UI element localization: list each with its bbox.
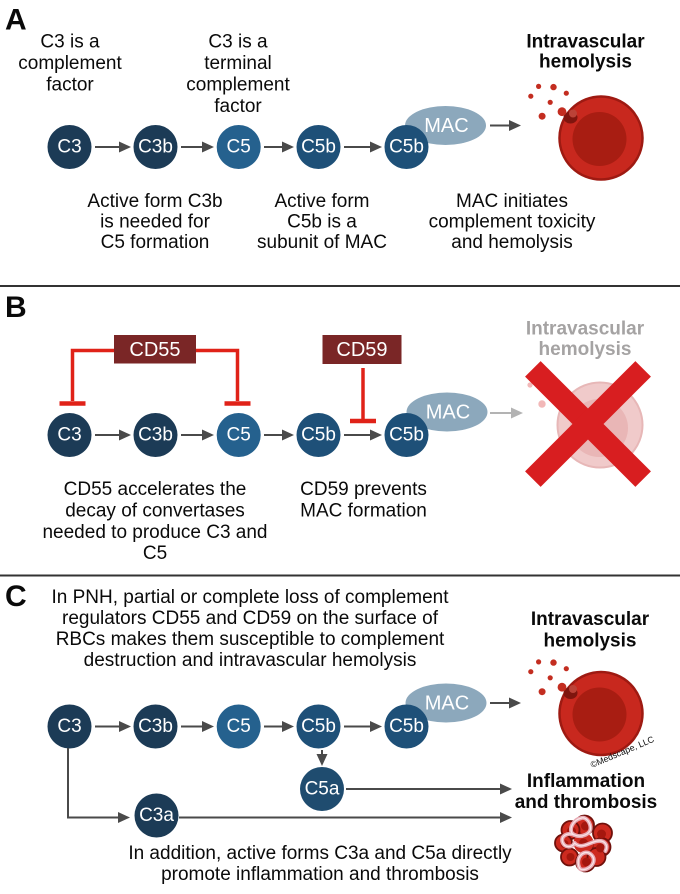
svg-text:terminal: terminal [204, 53, 272, 74]
svg-text:C3 is a: C3 is a [208, 32, 268, 53]
svg-text:Active form: Active form [274, 191, 369, 212]
svg-text:CD59: CD59 [336, 339, 387, 361]
svg-text:subunit of MAC: subunit of MAC [257, 232, 387, 253]
svg-text:factor: factor [214, 96, 262, 117]
svg-text:C5b: C5b [389, 137, 424, 158]
svg-text:CD55 accelerates the: CD55 accelerates the [64, 479, 247, 500]
svg-text:C5: C5 [227, 716, 251, 737]
svg-text:Intravascular: Intravascular [526, 319, 645, 340]
svg-text:is needed for: is needed for [100, 212, 211, 233]
svg-text:C5 formation: C5 formation [101, 232, 210, 253]
svg-text:complement: complement [18, 53, 122, 74]
svg-text:MAC initiates: MAC initiates [456, 191, 568, 212]
svg-text:C3: C3 [57, 137, 81, 158]
svg-text:MAC: MAC [426, 402, 470, 424]
svg-text:A: A [5, 4, 27, 37]
svg-text:destruction and intravascular: destruction and intravascular hemolysis [84, 650, 417, 671]
svg-text:C5b: C5b [389, 425, 424, 446]
svg-text:C5b: C5b [301, 137, 336, 158]
svg-text:C5b: C5b [301, 716, 336, 737]
svg-text:hemolysis: hemolysis [539, 339, 632, 360]
svg-text:Active form C3b: Active form C3b [87, 191, 222, 212]
svg-text:complement toxicity: complement toxicity [429, 212, 596, 233]
svg-text:C: C [5, 580, 27, 613]
svg-text:decay of convertases: decay of convertases [65, 501, 245, 522]
svg-text:C5b is a: C5b is a [287, 212, 357, 233]
svg-text:In addition, active forms C3a: In addition, active forms C3a and C5a di… [128, 843, 512, 864]
svg-text:and thrombosis: and thrombosis [515, 792, 658, 813]
svg-text:Intravascular: Intravascular [526, 32, 645, 53]
svg-text:Intravascular: Intravascular [531, 609, 650, 630]
svg-text:C3: C3 [57, 425, 81, 446]
svg-text:C3: C3 [57, 716, 81, 737]
svg-text:C5: C5 [227, 425, 251, 446]
svg-text:In PNH, partial or complete lo: In PNH, partial or complete loss of comp… [51, 587, 449, 608]
svg-text:needed to produce C3 and: needed to produce C3 and [42, 522, 267, 543]
svg-text:C3b: C3b [138, 137, 173, 158]
svg-text:C5a: C5a [305, 779, 340, 800]
svg-text:hemolysis: hemolysis [544, 631, 637, 652]
svg-text:regulators CD55 and CD59 on th: regulators CD55 and CD59 on the surface … [62, 608, 439, 629]
svg-text:CD55: CD55 [129, 339, 180, 361]
svg-text:complement: complement [186, 75, 290, 96]
svg-text:C3b: C3b [138, 716, 173, 737]
svg-text:RBCs makes them susceptible to: RBCs makes them susceptible to complemen… [56, 629, 445, 650]
svg-text:C3 is a: C3 is a [40, 32, 100, 53]
svg-text:C5: C5 [227, 137, 251, 158]
svg-text:CD59 prevents: CD59 prevents [300, 479, 427, 500]
svg-text:C3b: C3b [138, 425, 173, 446]
svg-text:C3a: C3a [139, 805, 174, 826]
svg-text:hemolysis: hemolysis [539, 52, 632, 73]
svg-text:B: B [5, 291, 27, 324]
svg-text:MAC: MAC [424, 115, 468, 137]
svg-text:promote inflammation and throm: promote inflammation and thrombosis [161, 864, 479, 885]
svg-text:MAC: MAC [425, 693, 469, 715]
svg-text:C5b: C5b [389, 716, 424, 737]
svg-text:Inflammation: Inflammation [527, 771, 645, 792]
svg-text:MAC formation: MAC formation [300, 501, 427, 522]
svg-text:factor: factor [46, 75, 94, 96]
svg-text:C5: C5 [143, 543, 167, 564]
svg-text:and hemolysis: and hemolysis [451, 232, 572, 253]
svg-text:C5b: C5b [301, 425, 336, 446]
